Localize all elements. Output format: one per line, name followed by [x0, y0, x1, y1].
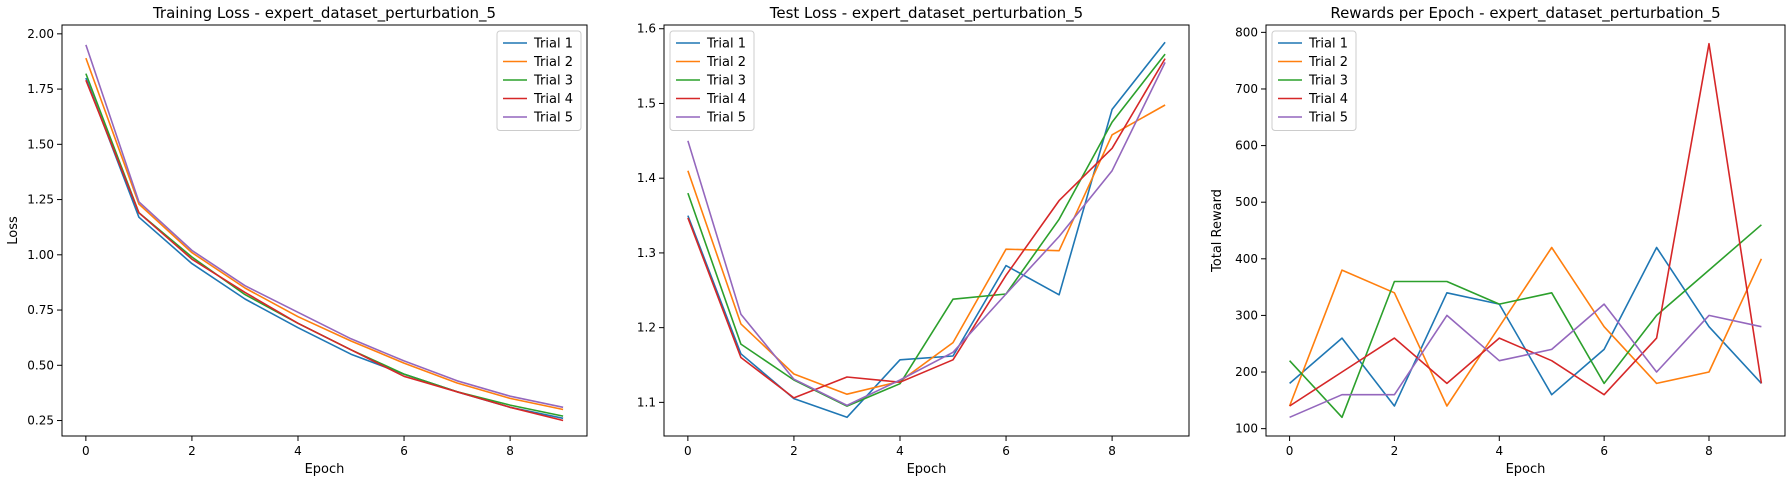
x-axis-label: Epoch	[907, 462, 947, 477]
plot-frame	[663, 24, 1190, 437]
series-line-trial-5	[85, 44, 564, 409]
y-tick-label: 1.2	[637, 321, 656, 335]
legend-label-trial-1: Trial 1	[706, 37, 746, 52]
legend-label-trial-5: Trial 5	[533, 111, 573, 126]
x-tick-label: 6	[400, 444, 408, 458]
y-tick-label: 0.75	[27, 303, 54, 317]
x-tick-label: 8	[1705, 444, 1713, 458]
y-tick-label: 1.00	[27, 248, 54, 262]
x-tick-label: 2	[790, 444, 798, 458]
chart-panel-2: Test Loss - expert_dataset_perturbation_…	[637, 4, 1190, 477]
y-axis-label: Loss	[6, 216, 21, 245]
series-line-trial-3	[1289, 224, 1762, 419]
y-tick-label: 1.25	[27, 193, 54, 207]
plot-frame	[1265, 24, 1786, 437]
y-tick-label: 400	[1235, 252, 1258, 266]
legend-label-trial-2: Trial 2	[1308, 55, 1348, 70]
y-axis-label: Total Reward	[1210, 189, 1225, 273]
chart-title: Test Loss - expert_dataset_perturbation_…	[769, 4, 1083, 23]
series-line-trial-3	[85, 73, 564, 417]
legend-label-trial-2: Trial 2	[533, 55, 573, 70]
chart-title: Training Loss - expert_dataset_perturbat…	[152, 4, 496, 23]
y-tick-label: 1.1	[637, 395, 656, 409]
x-tick-label: 0	[684, 444, 692, 458]
y-tick-label: 500	[1235, 195, 1258, 209]
legend-label-trial-3: Trial 3	[533, 74, 573, 89]
series-line-trial-1	[687, 41, 1166, 419]
series-line-trial-2	[85, 57, 564, 411]
plot-frame	[61, 24, 588, 437]
legend-label-trial-5: Trial 5	[1308, 111, 1348, 126]
x-tick-label: 6	[1002, 444, 1010, 458]
legend-box	[1271, 30, 1357, 131]
y-tick-label: 1.50	[27, 137, 54, 151]
y-tick-label: 1.4	[637, 171, 656, 185]
chart-panel-3: Rewards per Epoch - expert_dataset_pertu…	[1210, 4, 1786, 477]
chart-title: Rewards per Epoch - expert_dataset_pertu…	[1330, 4, 1720, 23]
legend-label-trial-4: Trial 4	[533, 92, 573, 107]
legend-label-trial-3: Trial 3	[706, 74, 746, 89]
x-tick-label: 2	[188, 444, 196, 458]
x-tick-label: 0	[82, 444, 90, 458]
series-line-trial-1	[1289, 246, 1762, 407]
y-tick-label: 2.00	[27, 27, 54, 41]
x-tick-label: 0	[1286, 444, 1294, 458]
y-tick-label: 200	[1235, 365, 1258, 379]
x-tick-label: 6	[1600, 444, 1608, 458]
legend-label-trial-2: Trial 2	[706, 55, 746, 70]
legend: Trial 1 Trial 2 Trial 3 Trial 4 Trial 5	[1271, 30, 1357, 131]
x-tick-label: 4	[896, 444, 904, 458]
y-tick-label: 600	[1235, 139, 1258, 153]
series-line-trial-4	[687, 58, 1166, 399]
legend-box	[496, 30, 582, 131]
series-line-trial-3	[687, 53, 1166, 407]
y-tick-label: 300	[1235, 308, 1258, 322]
legend: Trial 1 Trial 2 Trial 3 Trial 4 Trial 5	[496, 30, 582, 131]
x-axis-label: Epoch	[1506, 462, 1546, 477]
legend-label-trial-3: Trial 3	[1308, 74, 1348, 89]
legend-label-trial-5: Trial 5	[706, 111, 746, 126]
legend-label-trial-1: Trial 1	[533, 37, 573, 52]
y-tick-label: 100	[1235, 422, 1258, 436]
legend-box	[669, 30, 755, 131]
series-line-trial-5	[687, 62, 1166, 407]
legend-label-trial-4: Trial 4	[706, 92, 746, 107]
x-axis-label: Epoch	[305, 462, 345, 477]
series-line-trial-1	[85, 77, 564, 420]
legend-label-trial-1: Trial 1	[1308, 37, 1348, 52]
legend-label-trial-4: Trial 4	[1308, 92, 1348, 107]
series-line-trial-2	[687, 104, 1166, 396]
chart-panel-1: Training Loss - expert_dataset_perturbat…	[6, 4, 588, 477]
series-line-trial-2	[1288, 246, 1763, 407]
y-tick-label: 800	[1235, 25, 1258, 39]
y-tick-label: 1.75	[27, 82, 54, 96]
series-line-trial-4	[1289, 42, 1763, 407]
x-tick-label: 2	[1391, 444, 1399, 458]
series-line-trial-4	[85, 79, 564, 422]
x-tick-label: 4	[294, 444, 302, 458]
y-tick-label: 700	[1235, 82, 1258, 96]
y-tick-label: 0.25	[27, 414, 54, 428]
y-tick-label: 0.50	[27, 358, 54, 372]
y-tick-label: 1.5	[637, 96, 656, 110]
y-tick-label: 1.6	[637, 22, 656, 36]
legend: Trial 1 Trial 2 Trial 3 Trial 4 Trial 5	[669, 30, 755, 131]
x-tick-label: 4	[1495, 444, 1503, 458]
y-tick-label: 1.3	[637, 246, 656, 260]
x-tick-label: 8	[1108, 444, 1116, 458]
series-line-trial-5	[1289, 303, 1762, 419]
x-tick-label: 8	[506, 444, 514, 458]
